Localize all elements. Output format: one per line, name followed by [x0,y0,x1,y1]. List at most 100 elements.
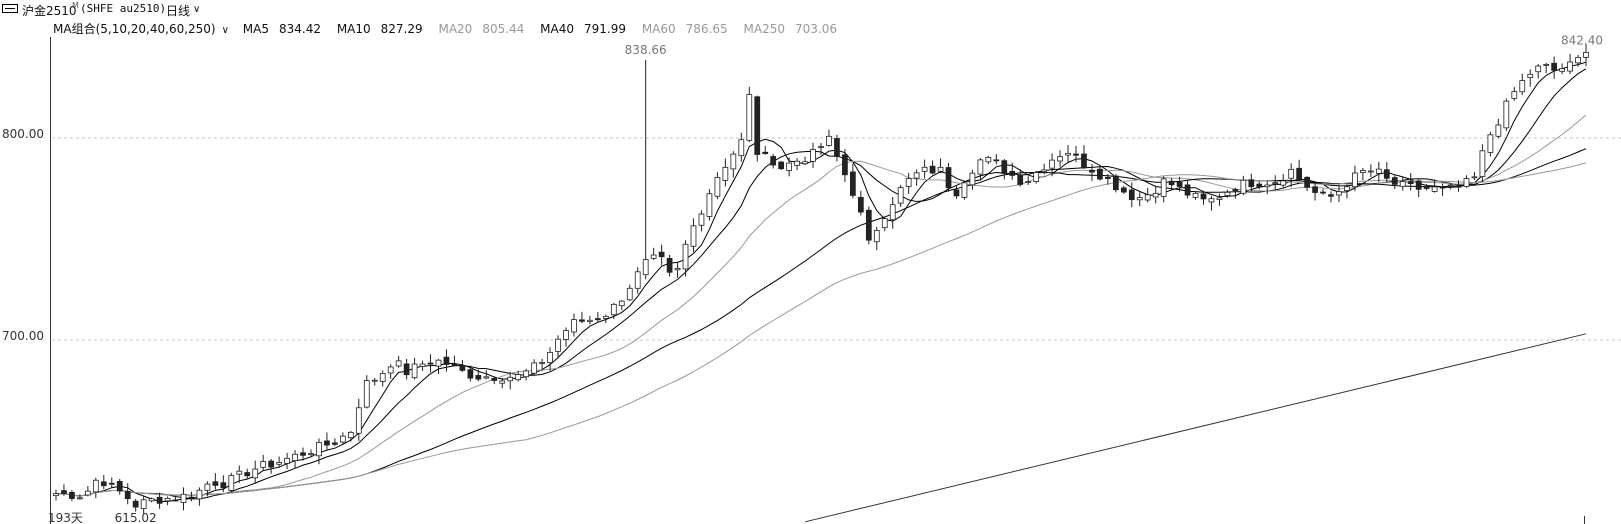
candle [929,160,936,175]
candle [204,481,211,497]
candle-body [539,362,545,364]
candle-body [1017,175,1024,185]
candle [818,143,824,155]
title-bar: 沪金2510 M (SHFE au2510) 日线 ∨ [0,0,1621,18]
candle [1136,192,1143,207]
candle-body [371,379,378,382]
candle-body [1001,160,1008,174]
candle [1495,118,1502,139]
candle [419,360,426,372]
candle-body [1447,184,1454,187]
candle-body [1184,184,1191,196]
candles [53,44,1589,514]
candle [969,169,976,190]
candle [1009,162,1016,180]
ma20-label: MA20 [438,22,473,36]
candle-body [196,489,203,500]
candle [730,151,737,178]
candle-body [260,461,267,468]
candle [937,158,944,174]
candle-body [1487,134,1494,153]
candle [1304,176,1310,192]
candle-body [483,376,490,379]
candle [1328,191,1334,203]
candle-body [826,135,832,146]
candle-body [116,480,123,492]
candle [1152,185,1159,204]
candle-body [148,498,155,502]
candle-body [499,380,506,384]
candle-body [1128,189,1135,201]
candle-body [164,497,171,502]
candle-body [451,363,458,366]
candle-body [188,496,195,499]
candle-body [244,472,251,477]
candle [1447,183,1454,190]
candle [308,449,314,457]
candle-body [1280,180,1287,186]
candle-body [1009,171,1016,176]
candle-body [865,209,872,241]
candle-body [515,374,522,381]
ma-legend: MA组合(5,10,20,40,60,250) ∨ MA5 834.42 MA10 8… [53,20,849,36]
candle [642,59,649,280]
candle-body [1112,175,1119,191]
candle [1049,153,1055,177]
candle [1320,188,1326,195]
candle [826,129,832,147]
candle [292,450,298,469]
candle-body [802,161,808,165]
candle-body [387,366,394,374]
candle [961,180,968,200]
candle [1073,145,1079,163]
candle-body [1527,73,1534,79]
chevron-down-icon[interactable]: ∨ [193,4,201,15]
candle-body [1439,186,1446,189]
candle-body [1559,68,1565,72]
candle [124,483,131,505]
chevron-down-icon[interactable]: ∨ [221,25,229,36]
candle-body [1089,169,1095,173]
candle-body [411,363,418,379]
ma-combo-selector[interactable]: MA组合(5,10,20,40,60,250) [53,22,216,36]
candle-body [1328,194,1334,197]
candle [1041,163,1047,175]
candle [802,156,808,165]
days-count-label: 193天 [48,511,83,524]
candle-body [140,499,147,510]
candle-body [1519,80,1526,93]
candle-body [228,475,235,491]
candle-body [913,172,920,179]
ma250-value: 703.06 [794,22,837,36]
candle-body [53,493,59,497]
candle [834,134,840,162]
candle [332,438,338,447]
candle-body [339,435,346,443]
candle-body [746,94,753,141]
candle [1559,63,1565,75]
candle-body [1025,181,1032,183]
candle-body [77,497,83,500]
candle-body [762,151,769,154]
candle [1025,176,1032,186]
candle [427,354,434,373]
candle [842,149,848,183]
candle [905,172,912,194]
candle-body [61,490,67,494]
candle [324,432,330,450]
candle [371,377,378,386]
ma40-line [55,148,1587,497]
period-selector[interactable]: 日线 [166,4,191,18]
candle-body [212,481,219,486]
candle-body [108,482,115,485]
candle-body [1543,63,1550,66]
candle [857,190,864,216]
candle-body [1168,180,1175,186]
candle-body [1575,57,1581,64]
candle [754,95,761,162]
candle-body [1192,192,1199,198]
candle-body [1463,178,1470,187]
candle-body [674,268,681,271]
contract-code: (SHFE au2510) [80,2,167,15]
